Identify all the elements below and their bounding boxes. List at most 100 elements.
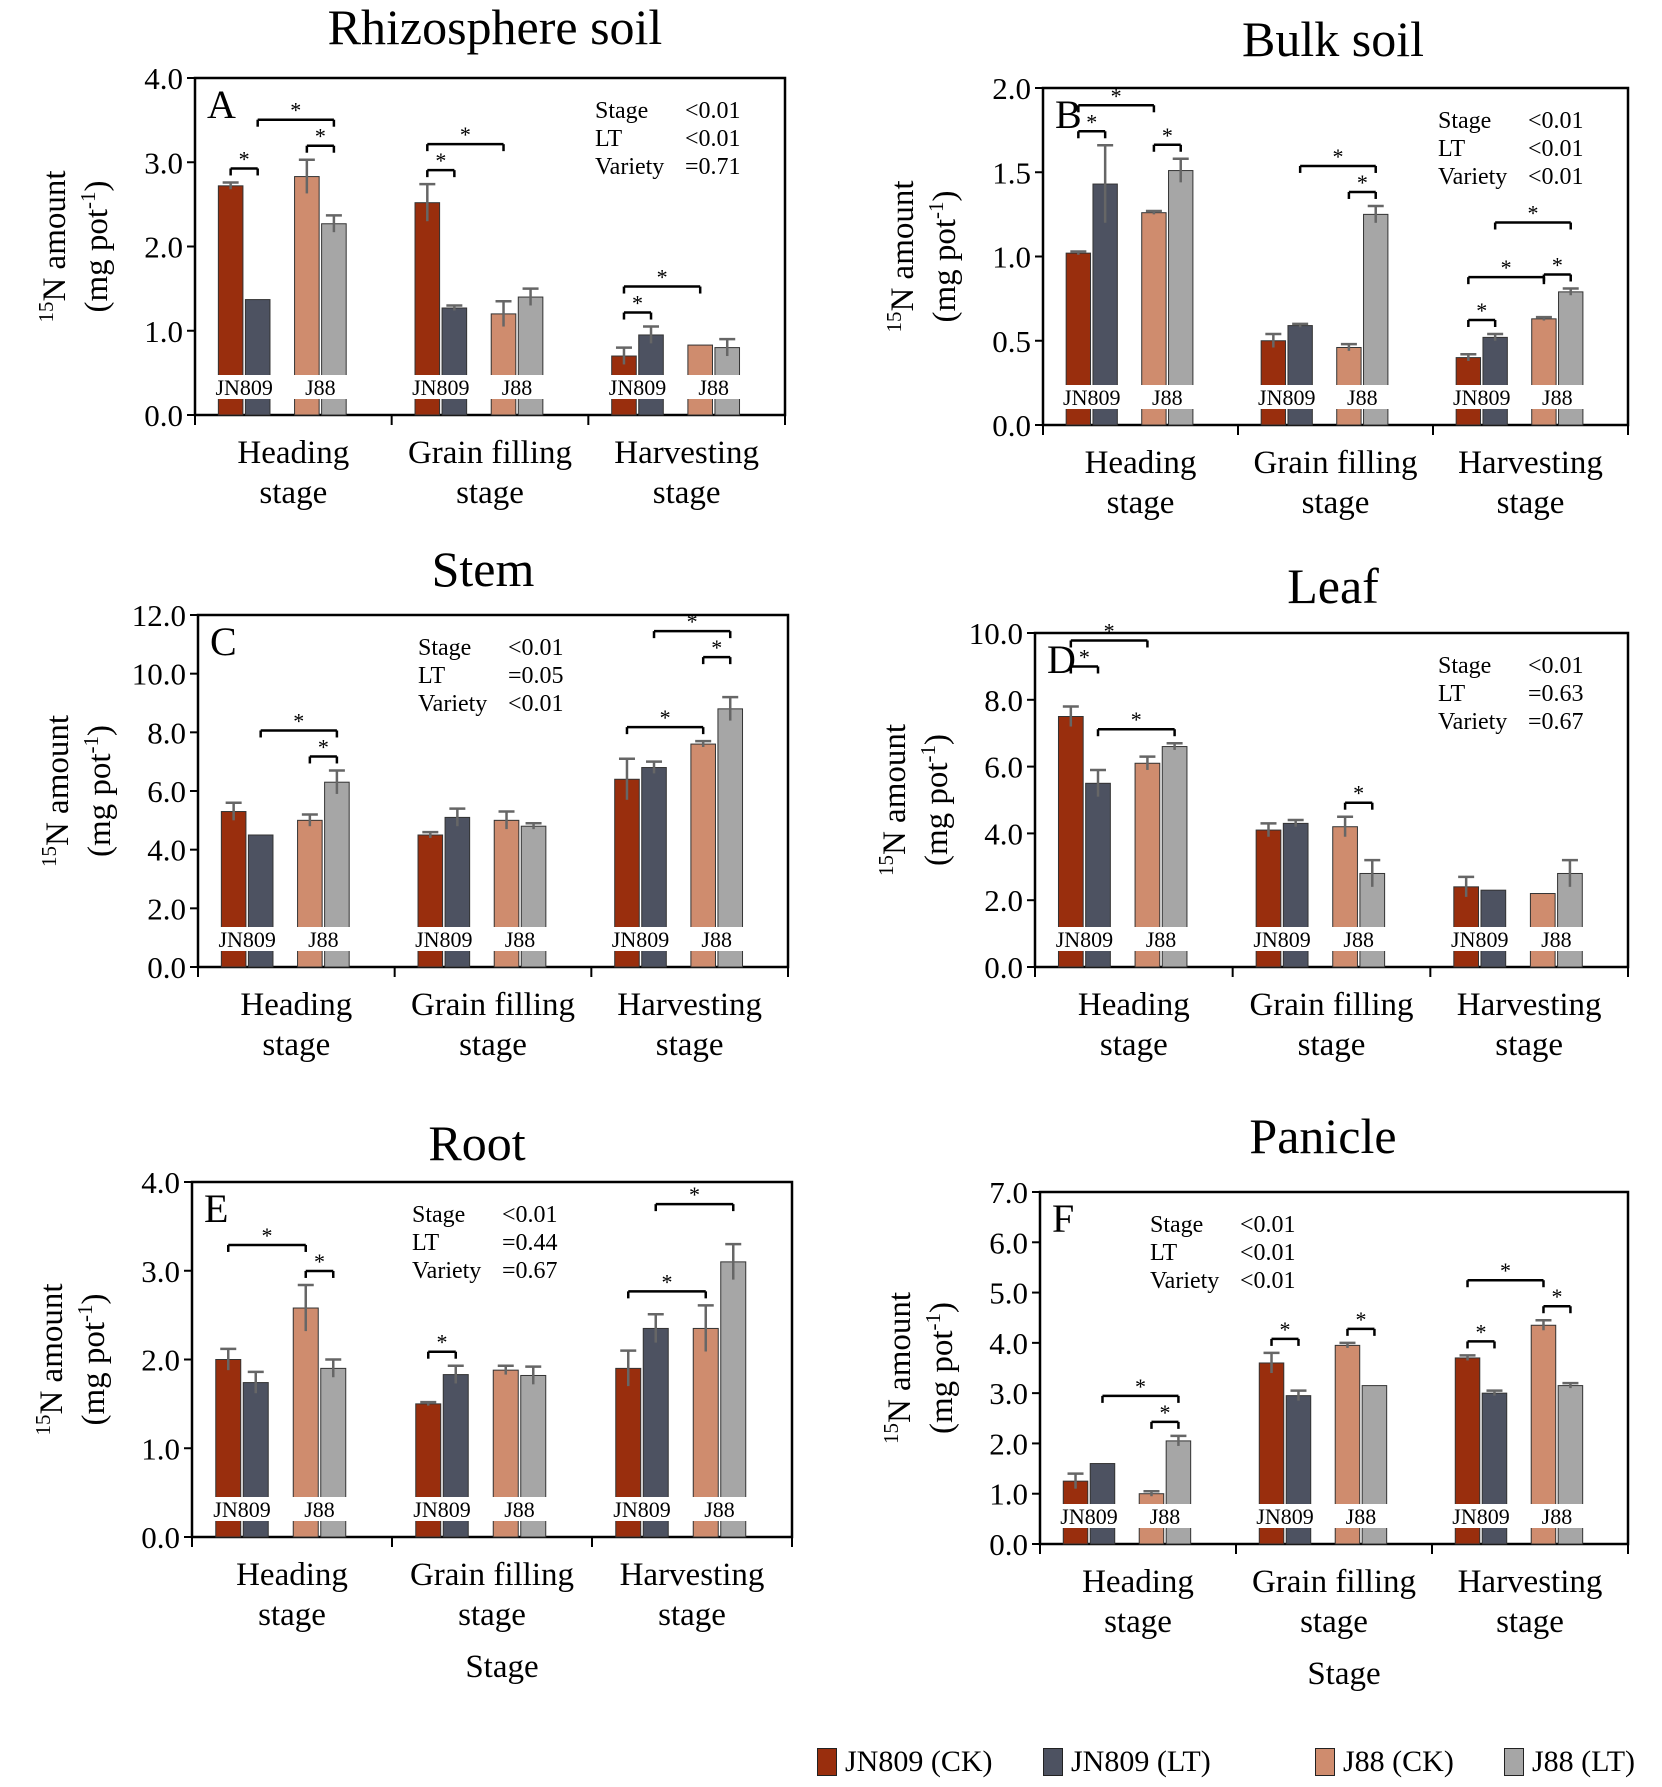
variety-label-jn809: JN809 bbox=[218, 927, 275, 952]
bar bbox=[1260, 340, 1287, 426]
variety-label-jn809: JN809 bbox=[1451, 927, 1508, 952]
significance-star: * bbox=[315, 124, 326, 149]
stats-value: <0.01 bbox=[508, 691, 564, 717]
y-unit-suffix: ) bbox=[919, 734, 955, 745]
stats-label: Stage bbox=[1438, 653, 1491, 679]
y-label-main: N amount bbox=[882, 1292, 918, 1423]
y-unit-superscript: -1 bbox=[79, 736, 103, 754]
y-axis-unit: (mg pot-1) bbox=[916, 734, 955, 866]
y-axis-label: 15N amount bbox=[874, 724, 913, 876]
legend-label: J88 (LT) bbox=[1532, 1745, 1636, 1778]
chart-title: Root bbox=[428, 1115, 525, 1171]
category-label-stage: stage bbox=[658, 1597, 726, 1633]
category-label-stage: stage bbox=[1298, 1027, 1366, 1063]
stats-value: =0.67 bbox=[1528, 709, 1584, 735]
significance-star: * bbox=[1551, 1284, 1562, 1309]
significance-star: * bbox=[262, 1223, 273, 1248]
y-tick-label: 7.0 bbox=[989, 1175, 1028, 1210]
stats-label: Variety bbox=[595, 154, 664, 180]
bar bbox=[1557, 872, 1583, 968]
significance-star: * bbox=[437, 1330, 448, 1355]
category-label: Harvesting bbox=[1458, 1564, 1603, 1600]
chart-panel-e: Root 0.0 1.0 2.0 3.0 4.0 15N amount (mg pot-1) E… bbox=[31, 1115, 794, 1685]
significance-star: * bbox=[711, 635, 722, 660]
panel-letter: C bbox=[210, 619, 237, 664]
variety-label-jn809: JN809 bbox=[1056, 927, 1113, 952]
significance-star: * bbox=[1131, 707, 1142, 732]
category-label: Harvesting bbox=[1457, 987, 1602, 1023]
y-label-superscript: 15 bbox=[37, 846, 61, 867]
bar bbox=[1287, 325, 1313, 426]
y-unit-suffix: ) bbox=[924, 1302, 960, 1313]
y-tick-label: 0.0 bbox=[141, 1520, 180, 1555]
stats-value: <0.01 bbox=[1240, 1268, 1296, 1294]
category-label-stage: stage bbox=[1300, 1604, 1368, 1640]
category-label: Grain filling bbox=[1252, 1564, 1416, 1600]
category-label: Heading bbox=[236, 1557, 348, 1593]
y-axis-unit: (mg pot-1) bbox=[79, 725, 118, 857]
significance-star: * bbox=[1162, 123, 1173, 148]
y-tick-label: 6.0 bbox=[984, 750, 1023, 785]
variety-label-jn809: JN809 bbox=[215, 375, 272, 400]
chart-panel-b: Bulk soil 0.0 0.5 1.0 1.5 2.0 15N amount (mg po… bbox=[882, 11, 1630, 521]
y-label-main: N amount bbox=[34, 1283, 70, 1414]
y-unit-prefix: (mg pot bbox=[79, 209, 115, 313]
panel-letter: A bbox=[207, 82, 236, 127]
category-label-stage: stage bbox=[259, 475, 327, 511]
chart-panel-d: Leaf 0.0 2.0 4.0 6.0 8.0 10.0 15N amount (mg pot… bbox=[874, 558, 1630, 1063]
category-label-stage: stage bbox=[656, 1027, 724, 1063]
x-axis-title: Stage bbox=[1307, 1656, 1380, 1692]
stats-label: Stage bbox=[412, 1202, 465, 1228]
category-label-stage: stage bbox=[653, 475, 721, 511]
y-axis-unit: (mg pot-1) bbox=[924, 190, 963, 322]
category-label: Heading bbox=[1078, 987, 1190, 1023]
significance-star: * bbox=[1332, 144, 1343, 169]
category-label: Grain filling bbox=[410, 1557, 574, 1593]
panel-letter: F bbox=[1052, 1196, 1074, 1241]
y-unit-prefix: (mg pot bbox=[82, 753, 118, 857]
legend-item-jn809-lt: JN809 (LT) bbox=[1043, 1742, 1211, 1782]
variety-label-strip bbox=[411, 375, 547, 399]
legend-swatch-j88-lt bbox=[1504, 1748, 1524, 1776]
legend-item-j88-lt: J88 (LT) bbox=[1504, 1742, 1635, 1782]
y-label-main: N amount bbox=[877, 724, 913, 855]
significance-star: * bbox=[318, 734, 329, 759]
stats-value: =0.71 bbox=[685, 154, 741, 180]
stats-label: Stage bbox=[595, 98, 648, 124]
significance-star: * bbox=[435, 148, 446, 173]
y-tick-label: 0.0 bbox=[992, 408, 1031, 443]
variety-label-strip bbox=[1451, 1504, 1587, 1528]
variety-label-jn809: JN809 bbox=[413, 1497, 470, 1522]
stats-label: Stage bbox=[1150, 1212, 1203, 1238]
significance-star: * bbox=[1552, 253, 1563, 278]
category-label: Grain filling bbox=[1249, 987, 1413, 1023]
chart-panel-c: Stem 0.0 2.0 4.0 6.0 8.0 10.0 12.0 15N amount (mg… bbox=[37, 541, 790, 1063]
category-label-stage: stage bbox=[1104, 1604, 1172, 1640]
stats-value: <0.01 bbox=[1528, 164, 1584, 190]
y-tick-label: 3.0 bbox=[989, 1376, 1028, 1411]
y-tick-label: 1.5 bbox=[992, 155, 1031, 190]
legend: JN809 (CK) JN809 (LT) J88 (CK) J88 (LT) bbox=[815, 1740, 1655, 1784]
stats-label: LT bbox=[418, 663, 445, 689]
stats-value: =0.67 bbox=[502, 1258, 558, 1284]
y-unit-superscript: -1 bbox=[924, 201, 948, 219]
panel-letter: E bbox=[204, 1186, 228, 1231]
category-label-stage: stage bbox=[1497, 485, 1565, 521]
y-tick-label: 0.0 bbox=[989, 1527, 1028, 1562]
stats-value: =0.05 bbox=[508, 663, 564, 689]
stats-label: LT bbox=[595, 126, 622, 152]
plot-frame bbox=[1033, 631, 1630, 969]
y-axis-label: 15N amount bbox=[879, 1292, 918, 1444]
bar bbox=[1482, 336, 1508, 426]
y-axis-label: 15N amount bbox=[31, 1283, 70, 1435]
significance-star: * bbox=[1086, 109, 1097, 134]
plot-frame bbox=[1038, 1190, 1630, 1546]
significance-star: * bbox=[239, 146, 250, 171]
variety-label-j88: J88 bbox=[698, 375, 729, 400]
variety-label-j88: J88 bbox=[701, 927, 732, 952]
y-label-main: N amount bbox=[40, 715, 76, 846]
variety-label-strip bbox=[611, 1497, 750, 1521]
variety-label-j88: J88 bbox=[505, 927, 536, 952]
bar bbox=[1057, 716, 1084, 968]
y-axis-label: 15N amount bbox=[37, 715, 76, 867]
